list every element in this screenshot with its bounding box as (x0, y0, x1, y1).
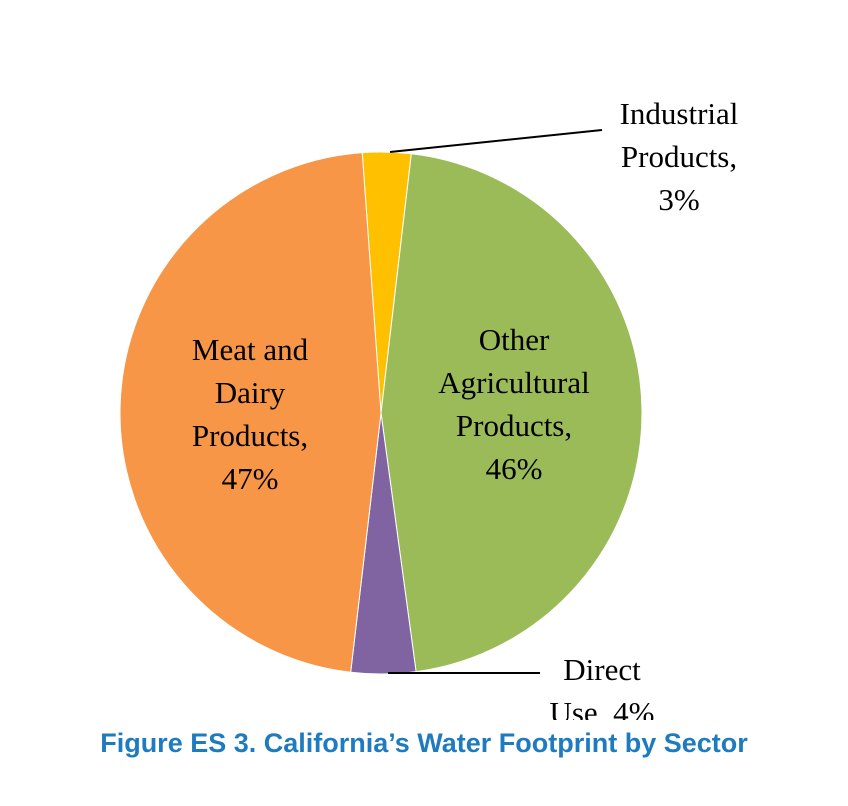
slice-label-line: Agricultural (438, 365, 590, 400)
slice-label-other-agricultural-products: Other Agricultural Products, 46% (438, 322, 590, 486)
leader-line-industrial (389, 129, 603, 153)
slice-label-direct-use: Direct Use, 4% (549, 652, 654, 720)
pie-slice-other-agricultural-products (380, 153, 643, 673)
slice-label-line: Other (479, 322, 550, 357)
slice-label-line: Dairy (215, 375, 286, 410)
slice-label-line: 47% (222, 461, 279, 496)
slice-label-meat-and-dairy-products: Meat and Dairy Products, 47% (192, 332, 309, 496)
slice-label-line: Direct (563, 652, 641, 687)
slice-label-line: Products, (192, 418, 308, 453)
slice-label-industrial-products: Industrial Products, 3% (620, 96, 739, 217)
slice-label-line: Meat and (192, 332, 309, 367)
slice-label-line: Industrial (620, 96, 739, 131)
slice-label-line: Products, (456, 408, 572, 443)
pie-chart: Industrial Products, 3% Other Agricultural Pr… (119, 96, 739, 720)
pie-slice-meat-and-dairy-products (119, 152, 382, 673)
slice-label-line: 3% (658, 182, 699, 217)
slice-label-line: 46% (486, 451, 543, 486)
slice-label-line: Use, 4% (549, 695, 654, 720)
slice-label-line: Products, (621, 139, 737, 174)
figure-caption: Figure ES 3. California’s Water Footprin… (100, 728, 748, 758)
